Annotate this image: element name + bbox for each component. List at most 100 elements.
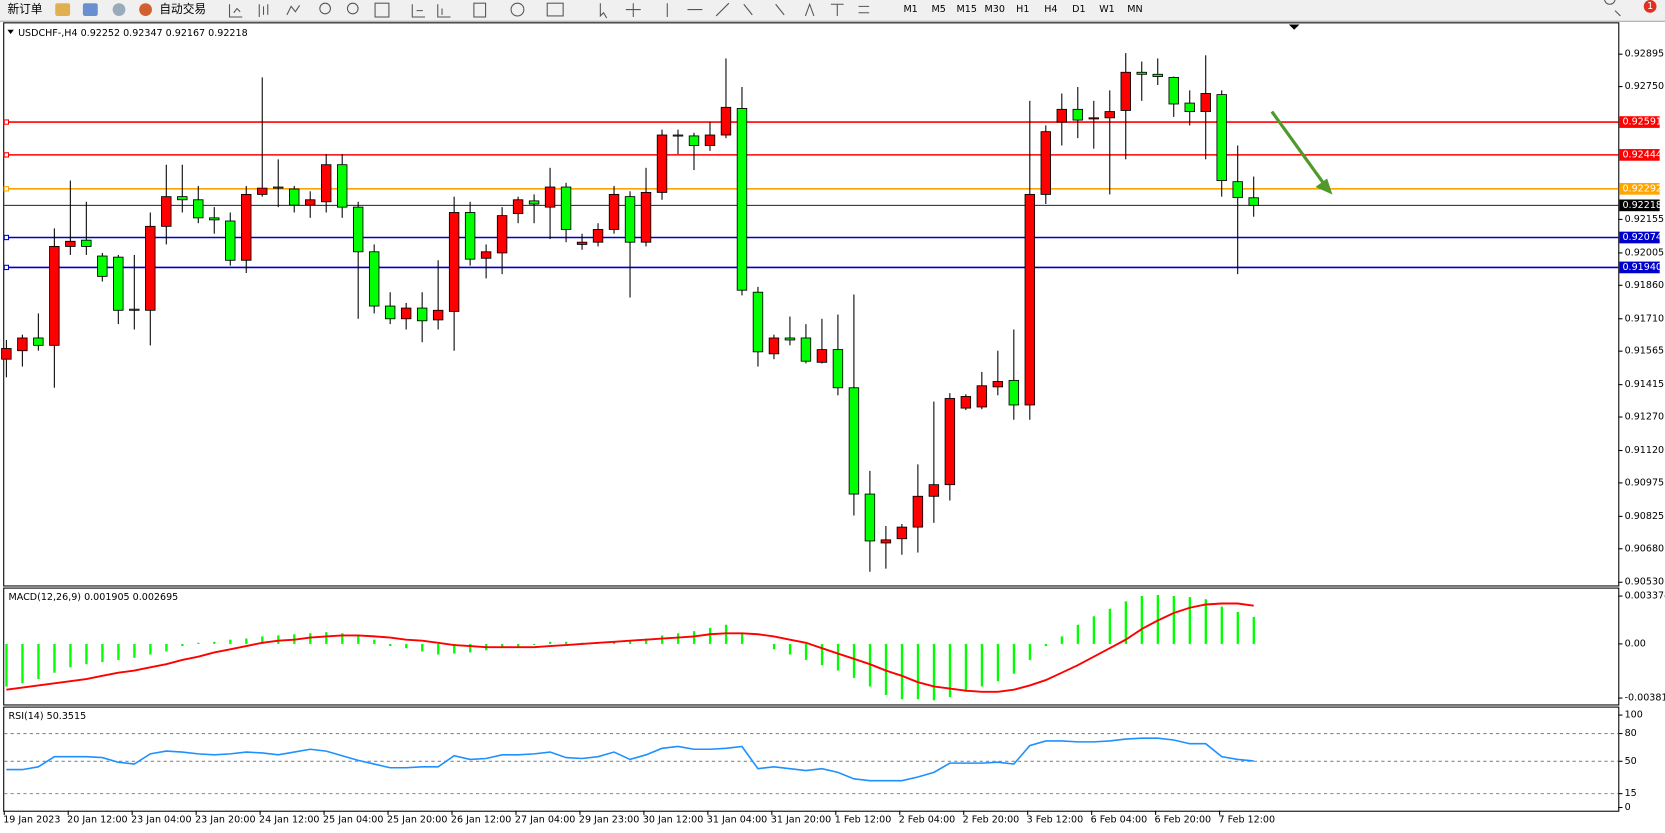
timeframe-button[interactable]: D1: [1072, 4, 1085, 15]
icon[interactable]: [666, 2, 870, 17]
candle-body: [800, 337, 812, 362]
panel-header: RSI(14) 50.3515: [9, 711, 87, 722]
candle-body: [1072, 108, 1083, 121]
icon[interactable]: [510, 2, 525, 17]
candle-body: [912, 495, 924, 528]
icon[interactable]: [411, 4, 426, 18]
macd-bar: [740, 633, 744, 644]
macd-bar: [1108, 608, 1112, 644]
timeframe-button[interactable]: M15: [957, 4, 977, 15]
candle-body: [368, 251, 380, 307]
price-label-bg: [1619, 116, 1660, 128]
price-label-bg: [1619, 182, 1660, 195]
icon[interactable]: [599, 3, 608, 19]
rsi-frame: [3, 706, 1620, 812]
icon[interactable]: [437, 4, 451, 18]
timeframe-button[interactable]: M1: [903, 4, 917, 15]
candle-body: [1216, 94, 1227, 181]
candle-body: [736, 108, 748, 291]
search-icon[interactable]: [1604, 0, 1621, 17]
icon[interactable]: [258, 4, 269, 17]
price-label: 0.92074: [1622, 232, 1661, 243]
arrow-shaft: [1270, 110, 1326, 185]
badge: [1643, 0, 1657, 13]
y-tick-label: 0.00: [1625, 638, 1646, 649]
price-label-bg: [1619, 231, 1660, 244]
macd-bar: [1236, 612, 1239, 644]
candle-body: [752, 291, 764, 353]
macd-bar: [1028, 643, 1032, 660]
icon[interactable]: [55, 3, 71, 16]
candle-body: [896, 526, 908, 540]
price-label: 0.92444: [1622, 149, 1661, 160]
macd-bar: [277, 635, 280, 644]
candle-body: [177, 196, 188, 201]
icon[interactable]: [286, 5, 301, 16]
icon[interactable]: [228, 4, 243, 18]
macd-bar: [708, 627, 712, 644]
icon[interactable]: [319, 2, 331, 15]
candle-body: [352, 206, 364, 253]
macd-bar: [788, 643, 792, 655]
macd-bar: [405, 643, 408, 649]
candle-body: [17, 337, 28, 352]
macd-bar: [533, 643, 536, 646]
icon[interactable]: [374, 2, 390, 18]
x-tick-label: 29 Jan 23:00: [579, 815, 639, 826]
shift-marker: [1288, 24, 1300, 30]
header-close: 0.92218: [208, 27, 247, 38]
macd-bar: [1060, 636, 1064, 644]
macd-bar: [213, 641, 216, 644]
icon[interactable]: [546, 2, 564, 17]
candle-body: [113, 256, 124, 311]
macd-bar: [1252, 616, 1255, 644]
rsi-line: [6, 737, 1254, 782]
candle-body: [608, 193, 620, 230]
candle-body: [97, 255, 108, 277]
timeframe-button[interactable]: H1: [1016, 4, 1029, 15]
candle-body: [704, 134, 716, 146]
x-tick-label: 3 Feb 12:00: [1027, 815, 1084, 826]
candle-body: [1120, 71, 1131, 111]
x-tick-label: 25 Jan 20:00: [387, 815, 447, 826]
x-tick-label: 7 Feb 12:00: [1219, 815, 1276, 826]
icon[interactable]: [346, 2, 359, 15]
icon[interactable]: [625, 3, 641, 17]
icon[interactable]: [112, 3, 126, 16]
timeframe-button[interactable]: W1: [1099, 4, 1115, 15]
candle-body: [305, 199, 316, 206]
macd-bar: [772, 643, 776, 650]
macd-bar: [549, 641, 552, 644]
macd-bar: [517, 643, 520, 648]
candle-body: [528, 200, 540, 205]
header-value: 0.002695: [133, 592, 179, 603]
timeframe-button[interactable]: MN: [1127, 4, 1142, 15]
toolbar: 新订单 自动交易 M1 M5 M15 M30 H1 H4 D1 W1 MN 1: [0, 0, 1665, 22]
icon[interactable]: [82, 3, 98, 16]
line-handle: [3, 152, 10, 158]
macd-bar: [5, 643, 8, 687]
x-tick-label: 19 Jan 2023: [3, 815, 60, 826]
x-tick-label: 2 Feb 20:00: [963, 815, 1020, 826]
candle-body: [1008, 379, 1020, 406]
macd-bar: [469, 643, 472, 653]
x-tick-label: 25 Jan 04:00: [323, 815, 383, 826]
macd-bar: [181, 643, 184, 647]
macd-bar: [660, 635, 664, 644]
candle-body: [624, 196, 636, 243]
macd-bar: [1092, 616, 1096, 644]
macd-bar: [1012, 643, 1016, 674]
line-handle: [3, 119, 10, 125]
icon[interactable]: [139, 3, 152, 16]
icon[interactable]: [473, 2, 487, 18]
timeframe-button[interactable]: M5: [931, 4, 945, 15]
signal-line: [6, 602, 1254, 693]
timeframe-button[interactable]: M30: [985, 4, 1005, 15]
auto-trading-button[interactable]: 自动交易: [159, 2, 206, 16]
candle-body: [592, 229, 604, 243]
timeframe-button[interactable]: H4: [1044, 4, 1057, 15]
x-tick-label: 31 Jan 04:00: [707, 815, 767, 826]
new-order-button[interactable]: 新订单: [7, 2, 42, 16]
price-label: 0.92292: [1622, 183, 1661, 194]
current-price-label: 0.92218: [1622, 200, 1661, 211]
